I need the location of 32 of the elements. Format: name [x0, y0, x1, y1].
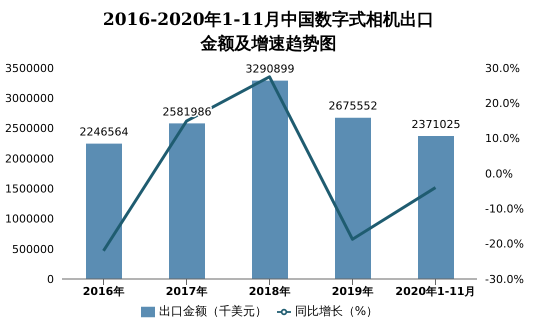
data-label: 2246564: [80, 126, 128, 139]
y-tick-label: 0: [47, 272, 54, 286]
y-tick-label: 2000000: [5, 152, 54, 166]
legend-label: 出口金额（千美元）: [158, 304, 267, 318]
legend-label: 同比增长（%）: [294, 304, 378, 318]
y2-tick-label: 20.0%: [485, 97, 520, 110]
chart-title: 2016-2020年1-11月中国数字式相机出口金额及增速趋势图: [102, 9, 436, 56]
x-tick-label: 2020年1-11月: [395, 284, 476, 298]
y-tick-label: 3500000: [5, 62, 54, 75]
data-label: 3290899: [246, 62, 294, 76]
x-tick-label: 2017年: [166, 284, 208, 298]
y-tick-label: 1500000: [5, 182, 54, 196]
bar: [169, 123, 205, 279]
y-tick-label: 500000: [12, 242, 54, 256]
bar: [335, 118, 371, 279]
y2-tick-label: 10.0%: [485, 132, 520, 146]
x-tick-label: 2016年: [82, 284, 124, 298]
y2-tick-label: 30.0%: [485, 62, 520, 75]
y-tick-label: 1000000: [5, 212, 54, 226]
y2-tick-label: 0.0%: [485, 167, 513, 180]
y2-tick-label: -20.0%: [485, 238, 524, 251]
bar: [86, 144, 122, 279]
data-label: 2675552: [328, 100, 378, 113]
y2-tick-label: -10.0%: [485, 202, 524, 216]
x-tick-label: 2019年: [332, 284, 374, 298]
bar: [252, 80, 288, 279]
x-tick-label: 2018年: [248, 284, 290, 298]
data-label: 2371025: [412, 118, 460, 132]
y2-tick-label: -30.0%: [485, 272, 524, 286]
y-tick-label: 2500000: [5, 122, 54, 136]
y-tick-label: 3000000: [5, 92, 54, 106]
bar: [418, 136, 454, 279]
